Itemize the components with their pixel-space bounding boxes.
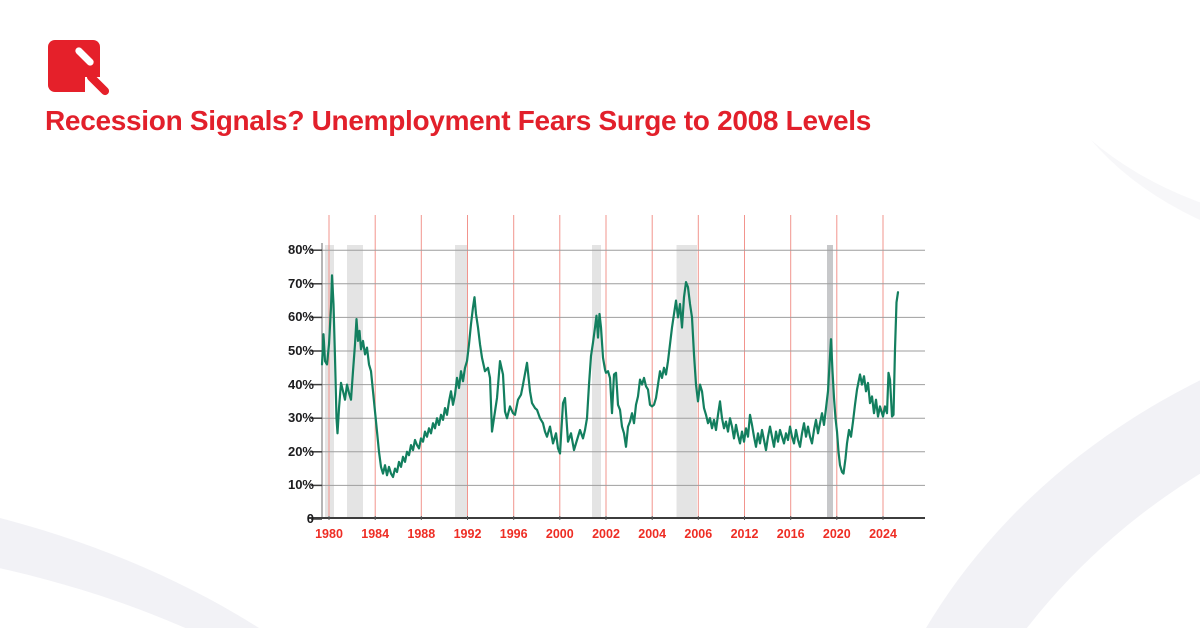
x-axis-label: 1984 <box>361 527 390 541</box>
y-axis-labels: 80% 70% 60% 50% 40% 30% 20% 10% 0 <box>270 210 314 530</box>
x-axis-label: 2004 <box>638 527 667 541</box>
x-axis-label: 2020 <box>822 527 851 541</box>
y-axis-label: 20% <box>287 443 314 459</box>
shaded-band-6 <box>827 245 833 518</box>
x-axis-label: 1996 <box>499 527 528 541</box>
x-axis-label: 1988 <box>407 527 436 541</box>
shaded-band-2 <box>347 245 363 518</box>
x-axis-labels: 1980 1984 1988 1992 1996 2000 2002 2004 2006 2012… <box>270 210 950 560</box>
x-axis-label: 1980 <box>315 527 343 541</box>
x-axis-label: 2006 <box>684 527 713 541</box>
y-axis-label: 80% <box>287 242 314 258</box>
y-axis-label: 10% <box>287 477 314 493</box>
brand-logo <box>48 40 112 99</box>
x-axis-label: 2002 <box>592 527 620 541</box>
y-axis-label: 40% <box>287 376 314 392</box>
y-axis-label: 50% <box>287 343 314 358</box>
x-axis-label: 2016 <box>776 527 805 541</box>
shaded-band-3 <box>455 245 467 518</box>
x-axis-label: 2024 <box>869 527 897 541</box>
x-axis-label: 2012 <box>730 527 759 541</box>
shaded-band-4 <box>592 245 601 518</box>
x-axis-label: 2000 <box>545 527 574 541</box>
unemployment-fear-line <box>320 274 900 479</box>
y-axis-label: 0 <box>306 511 314 526</box>
chart: 80% 70% 60% 50% 40% 30% 20% 10% 0 1980 1984 1988 19… <box>270 210 950 560</box>
y-axis-label: 30% <box>287 410 314 426</box>
y-axis-label: 70% <box>287 275 314 291</box>
line-chart-svg <box>308 215 925 520</box>
headline: Recession Signals? Unemployment Fears Su… <box>45 105 872 136</box>
y-axis-label: 60% <box>287 309 314 325</box>
x-axis-label: 1992 <box>453 527 482 541</box>
